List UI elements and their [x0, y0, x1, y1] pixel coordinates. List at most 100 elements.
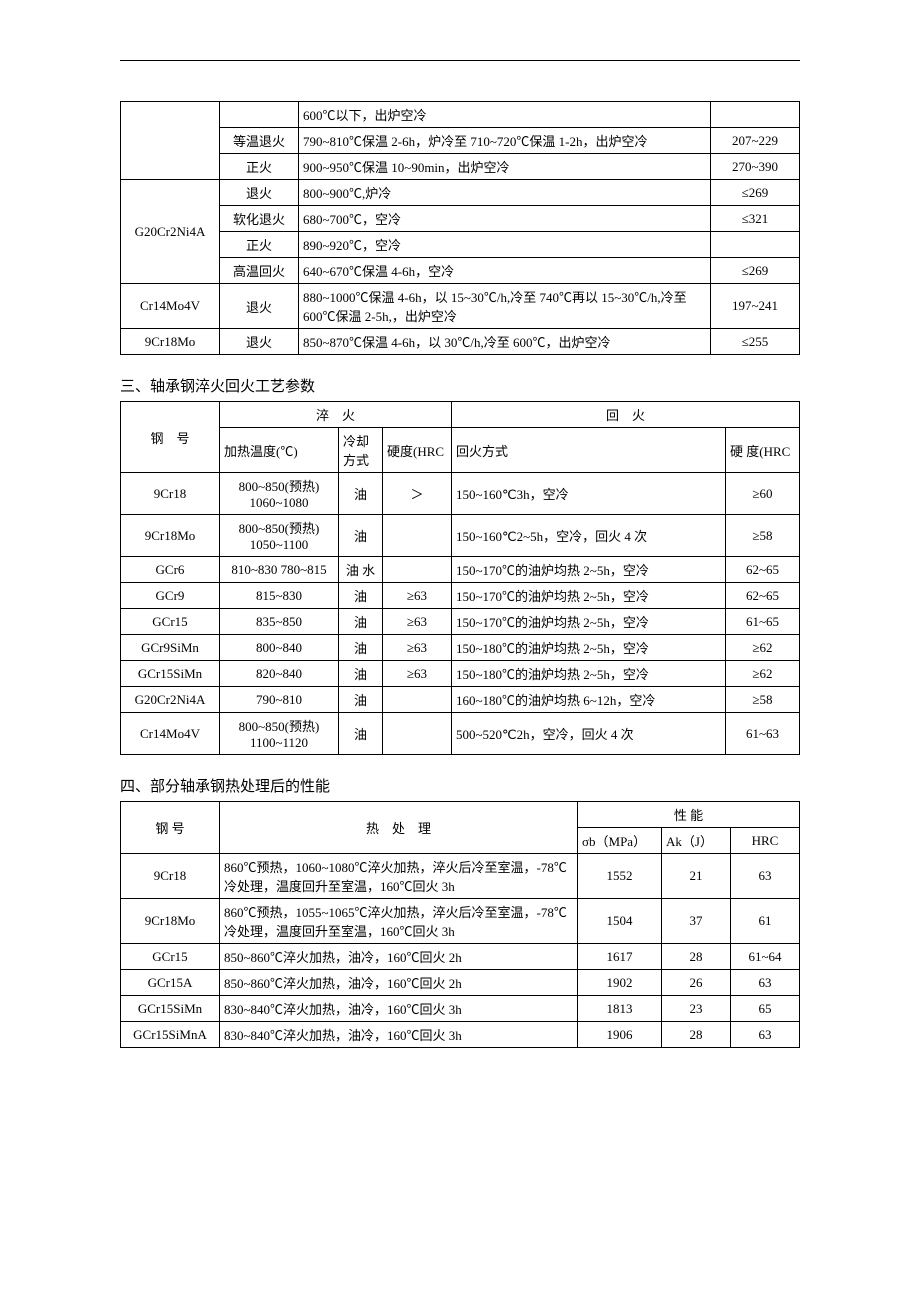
cell-process: 900~950℃保温 10~90min，出炉空冷 — [299, 154, 711, 180]
cell-method: 等温退火 — [220, 128, 299, 154]
cell-steel: GCr6 — [121, 557, 220, 583]
table-row: 9Cr18Mo860℃预热，1055~1065℃淬火加热，淬火后冷至室温，-78… — [121, 899, 800, 944]
cell-hrc2: 62~65 — [726, 557, 800, 583]
cell-method: 软化退火 — [220, 206, 299, 232]
cell-steel: GCr9SiMn — [121, 635, 220, 661]
cell-steel: 9Cr18Mo — [121, 899, 220, 944]
header-properties: 性 能 — [578, 802, 800, 828]
table-row: GCr6810~830 780~815油 水150~170℃的油炉均热 2~5h… — [121, 557, 800, 583]
header-cooling: 冷却方式 — [339, 428, 383, 473]
cell-sigma: 1813 — [578, 996, 662, 1022]
cell-method — [220, 102, 299, 128]
table-row: 9Cr18Mo800~850(预热) 1050~1100油150~160℃2~5… — [121, 515, 800, 557]
cell-method: 退火 — [220, 329, 299, 355]
cell-hrc2: ≥58 — [726, 515, 800, 557]
top-divider — [120, 60, 800, 61]
table-row: GCr15SiMn830~840℃淬火加热，油冷，160℃回火 3h181323… — [121, 996, 800, 1022]
cell-temp: 800~850(预热) 1100~1120 — [220, 713, 339, 755]
table-properties: 钢 号 热 处 理 性 能 σb（MPa） Ak（J） HRC 9Cr18860… — [120, 801, 800, 1048]
cell-hrc2: ≥60 — [726, 473, 800, 515]
table-row: GCr9815~830油≥63150~170℃的油炉均热 2~5h，空冷62~6… — [121, 583, 800, 609]
cell-hrc1: ≥63 — [383, 583, 452, 609]
header-hrc2: 硬 度(HRC — [726, 428, 800, 473]
table-row: 软化退火 680~700℃，空冷 ≤321 — [121, 206, 800, 232]
cell-steel: GCr15SiMn — [121, 661, 220, 687]
table-header-row: 钢 号 热 处 理 性 能 — [121, 802, 800, 828]
cell-ak: 26 — [662, 970, 731, 996]
cell-hrc1 — [383, 687, 452, 713]
header-temper: 回 火 — [452, 402, 800, 428]
table-row: 600℃以下，出炉空冷 — [121, 102, 800, 128]
table-row: 等温退火 790~810℃保温 2-6h，炉冷至 710~720℃保温 1-2h… — [121, 128, 800, 154]
header-steel: 钢 号 — [121, 802, 220, 854]
cell-ak: 37 — [662, 899, 731, 944]
cell-hrc2: ≥62 — [726, 661, 800, 687]
cell-steel: Cr14Mo4V — [121, 713, 220, 755]
cell-temp: 800~850(预热) 1060~1080 — [220, 473, 339, 515]
cell-hrc1: ≥63 — [383, 635, 452, 661]
cell-cool: 油 — [339, 687, 383, 713]
table-row: GCr15A850~860℃淬火加热，油冷，160℃回火 2h19022663 — [121, 970, 800, 996]
cell-process: 880~1000℃保温 4-6h，以 15~30℃/h,冷至 740℃再以 15… — [299, 284, 711, 329]
cell-hardness: ≤255 — [711, 329, 800, 355]
cell-temp: 835~850 — [220, 609, 339, 635]
table-row: 9Cr18800~850(预热) 1060~1080油＞150~160℃3h，空… — [121, 473, 800, 515]
cell-method: 正火 — [220, 154, 299, 180]
cell-cool: 油 — [339, 515, 383, 557]
cell-method: 退火 — [220, 284, 299, 329]
cell-hardness: 270~390 — [711, 154, 800, 180]
cell-hrc1 — [383, 557, 452, 583]
table-row: Cr14Mo4V800~850(预热) 1100~1120油500~520℃2h… — [121, 713, 800, 755]
cell-steel: 9Cr18 — [121, 473, 220, 515]
cell-hrc1: ＞ — [383, 473, 452, 515]
cell-method: 160~180℃的油炉均热 6~12h，空冷 — [452, 687, 726, 713]
cell-steel: GCr15SiMnA — [121, 1022, 220, 1048]
cell-treatment: 830~840℃淬火加热，油冷，160℃回火 3h — [220, 996, 578, 1022]
table-row: GCr15850~860℃淬火加热，油冷，160℃回火 2h16172861~6… — [121, 944, 800, 970]
cell-sigma: 1906 — [578, 1022, 662, 1048]
cell-hardness: ≤269 — [711, 258, 800, 284]
table-row: 9Cr18Mo 退火 850~870℃保温 4-6h，以 30℃/h,冷至 60… — [121, 329, 800, 355]
table-row: 正火 900~950℃保温 10~90min，出炉空冷 270~390 — [121, 154, 800, 180]
cell-ak: 28 — [662, 1022, 731, 1048]
cell-cool: 油 水 — [339, 557, 383, 583]
cell-method: 150~180℃的油炉均热 2~5h，空冷 — [452, 635, 726, 661]
cell-method: 150~170℃的油炉均热 2~5h，空冷 — [452, 557, 726, 583]
header-steel: 钢 号 — [121, 402, 220, 473]
cell-treatment: 850~860℃淬火加热，油冷，160℃回火 2h — [220, 970, 578, 996]
header-temper-method: 回火方式 — [452, 428, 726, 473]
cell-method: 500~520℃2h，空冷，回火 4 次 — [452, 713, 726, 755]
table-header-row: 钢 号 淬 火 回 火 — [121, 402, 800, 428]
cell-hrc2: 61~65 — [726, 609, 800, 635]
header-treatment: 热 处 理 — [220, 802, 578, 854]
header-hrc1: 硬度(HRC — [383, 428, 452, 473]
cell-hrc1: ≥63 — [383, 609, 452, 635]
cell-temp: 820~840 — [220, 661, 339, 687]
cell-hrc: 61 — [731, 899, 800, 944]
table-row: GCr15835~850油≥63150~170℃的油炉均热 2~5h，空冷61~… — [121, 609, 800, 635]
cell-temp: 790~810 — [220, 687, 339, 713]
cell-hrc: 65 — [731, 996, 800, 1022]
header-hrc: HRC — [731, 828, 800, 854]
cell-steel: GCr15A — [121, 970, 220, 996]
cell-ak: 23 — [662, 996, 731, 1022]
cell-steel: G20Cr2Ni4A — [121, 180, 220, 284]
table-row: Cr14Mo4V 退火 880~1000℃保温 4-6h，以 15~30℃/h,… — [121, 284, 800, 329]
cell-cool: 油 — [339, 583, 383, 609]
cell-hardness: ≤321 — [711, 206, 800, 232]
cell-steel: 9Cr18Mo — [121, 515, 220, 557]
cell-steel: GCr9 — [121, 583, 220, 609]
header-quench: 淬 火 — [220, 402, 452, 428]
cell-temp: 815~830 — [220, 583, 339, 609]
cell-process: 800~900℃,炉冷 — [299, 180, 711, 206]
cell-cool: 油 — [339, 661, 383, 687]
cell-hrc2: 61~63 — [726, 713, 800, 755]
table-row: 正火 890~920℃，空冷 — [121, 232, 800, 258]
cell-steel: G20Cr2Ni4A — [121, 687, 220, 713]
cell-hrc1 — [383, 515, 452, 557]
cell-temp: 800~840 — [220, 635, 339, 661]
cell-treatment: 830~840℃淬火加热，油冷，160℃回火 3h — [220, 1022, 578, 1048]
table-row: GCr9SiMn800~840油≥63150~180℃的油炉均热 2~5h，空冷… — [121, 635, 800, 661]
cell-hardness — [711, 102, 800, 128]
cell-treatment: 850~860℃淬火加热，油冷，160℃回火 2h — [220, 944, 578, 970]
